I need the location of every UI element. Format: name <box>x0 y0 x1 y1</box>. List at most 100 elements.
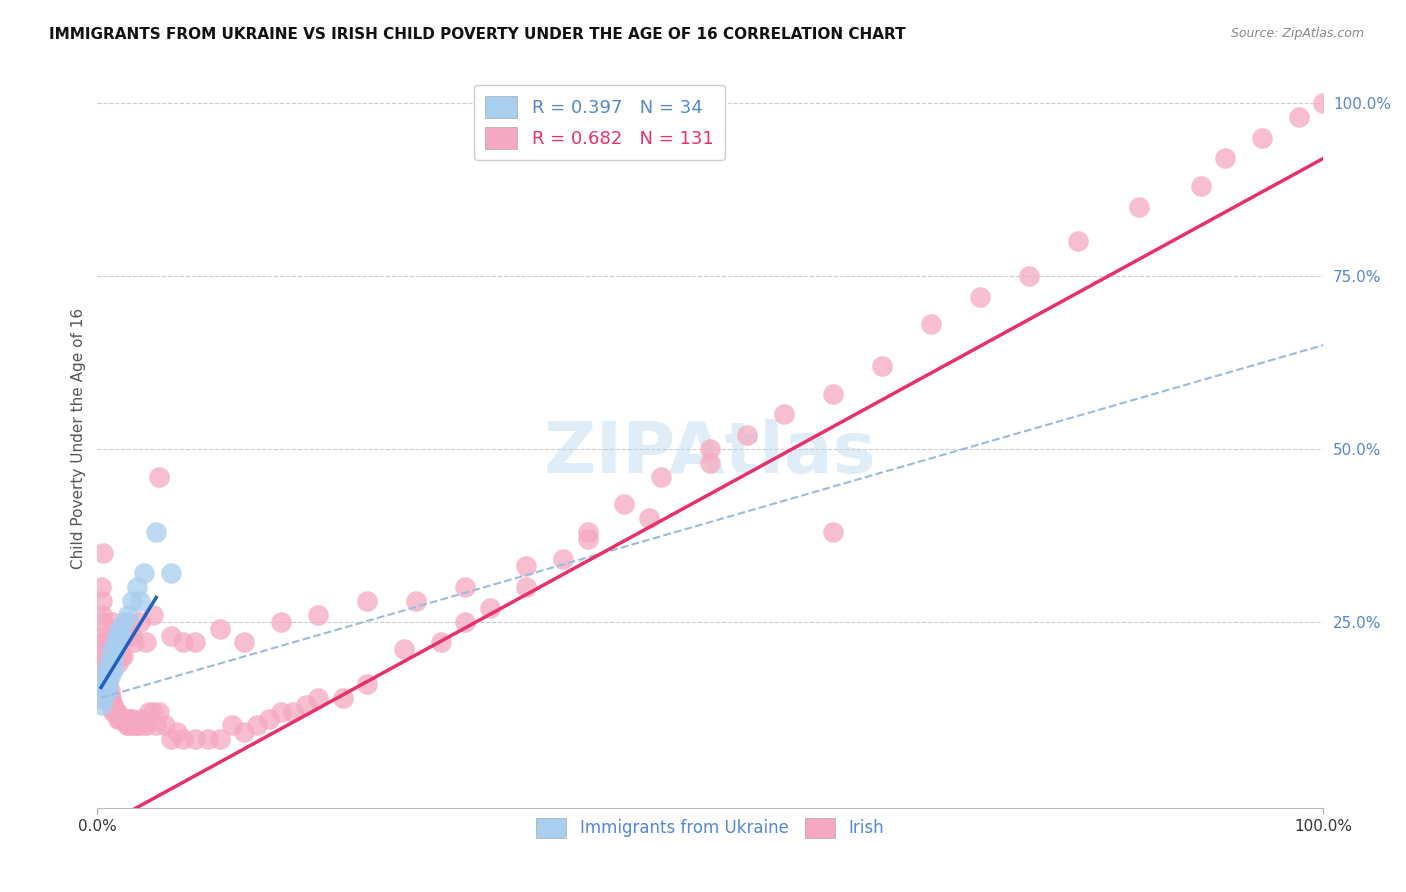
Point <box>131 712 153 726</box>
Point <box>100 663 122 677</box>
Point <box>114 712 136 726</box>
Point <box>104 635 127 649</box>
Point <box>103 642 125 657</box>
Point <box>98 635 121 649</box>
Point <box>515 559 537 574</box>
Point <box>735 428 758 442</box>
Point <box>101 698 124 712</box>
Point <box>93 649 115 664</box>
Point <box>233 635 256 649</box>
Point <box>1067 235 1090 249</box>
Point <box>1213 152 1236 166</box>
Point <box>111 712 134 726</box>
Point <box>356 677 378 691</box>
Point <box>93 677 115 691</box>
Point <box>94 663 117 677</box>
Point <box>114 629 136 643</box>
Point <box>120 712 142 726</box>
Point <box>920 318 942 332</box>
Point <box>160 629 183 643</box>
Point <box>613 497 636 511</box>
Point <box>96 684 118 698</box>
Point <box>246 718 269 732</box>
Point <box>93 615 115 629</box>
Point <box>515 580 537 594</box>
Point <box>135 635 157 649</box>
Point <box>117 607 139 622</box>
Point <box>111 629 134 643</box>
Point <box>101 642 124 657</box>
Point <box>125 580 148 594</box>
Point <box>98 690 121 705</box>
Point <box>90 580 112 594</box>
Point <box>104 622 127 636</box>
Point <box>122 718 145 732</box>
Point <box>117 718 139 732</box>
Point <box>96 677 118 691</box>
Point <box>101 698 124 712</box>
Point <box>101 615 124 629</box>
Point <box>105 705 128 719</box>
Point <box>257 712 280 726</box>
Point <box>821 524 844 539</box>
Point <box>97 677 120 691</box>
Point <box>1018 268 1040 283</box>
Point <box>172 732 194 747</box>
Point <box>392 642 415 657</box>
Point <box>93 642 115 657</box>
Point <box>332 690 354 705</box>
Y-axis label: Child Poverty Under the Age of 16: Child Poverty Under the Age of 16 <box>72 308 86 569</box>
Point <box>270 705 292 719</box>
Point <box>103 642 125 657</box>
Point <box>94 677 117 691</box>
Point <box>405 594 427 608</box>
Point <box>478 601 501 615</box>
Point <box>233 725 256 739</box>
Point <box>112 712 135 726</box>
Point <box>93 635 115 649</box>
Point <box>1189 179 1212 194</box>
Point <box>270 615 292 629</box>
Point <box>91 607 114 622</box>
Point <box>138 705 160 719</box>
Point <box>969 290 991 304</box>
Point <box>93 657 115 671</box>
Point <box>103 705 125 719</box>
Point <box>197 732 219 747</box>
Point <box>576 524 599 539</box>
Point <box>145 524 167 539</box>
Point <box>184 635 207 649</box>
Point <box>103 705 125 719</box>
Point <box>132 718 155 732</box>
Point <box>107 657 129 671</box>
Point <box>1288 110 1310 124</box>
Point <box>94 663 117 677</box>
Point <box>121 594 143 608</box>
Point <box>122 635 145 649</box>
Point <box>356 594 378 608</box>
Point <box>118 712 141 726</box>
Point <box>100 690 122 705</box>
Point <box>638 511 661 525</box>
Point <box>112 615 135 629</box>
Point <box>103 663 125 677</box>
Point <box>96 677 118 691</box>
Point <box>107 712 129 726</box>
Point <box>93 684 115 698</box>
Point <box>97 684 120 698</box>
Point <box>294 698 316 712</box>
Point <box>184 732 207 747</box>
Point <box>117 615 139 629</box>
Point <box>101 657 124 671</box>
Point <box>135 718 157 732</box>
Point <box>125 718 148 732</box>
Point <box>105 629 128 643</box>
Point <box>129 615 152 629</box>
Point <box>96 670 118 684</box>
Point <box>160 566 183 581</box>
Point <box>97 670 120 684</box>
Point <box>91 698 114 712</box>
Point <box>94 670 117 684</box>
Point <box>429 635 451 649</box>
Point <box>110 649 132 664</box>
